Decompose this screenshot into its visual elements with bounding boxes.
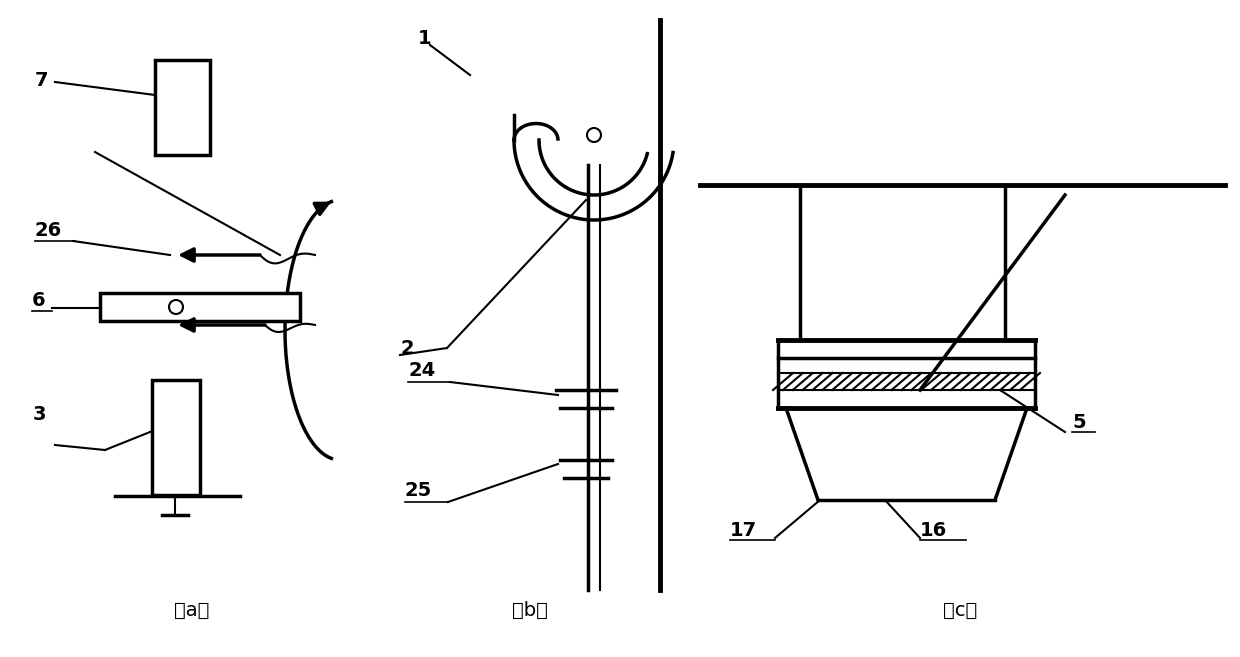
Text: 24: 24	[408, 361, 435, 380]
Text: （b）: （b）	[512, 600, 548, 620]
Circle shape	[169, 300, 184, 314]
Text: （c）: （c）	[942, 600, 977, 620]
Text: 2: 2	[401, 338, 414, 357]
Circle shape	[587, 128, 601, 142]
Bar	[100, 293, 300, 321]
Text: 6: 6	[32, 290, 46, 309]
Text: 5: 5	[1073, 413, 1086, 432]
Text: 17: 17	[730, 520, 758, 539]
Text: 1: 1	[418, 28, 432, 47]
Bar	[155, 60, 210, 155]
Text: 26: 26	[35, 221, 62, 240]
Text: 7: 7	[35, 70, 48, 89]
Text: 3: 3	[33, 405, 47, 424]
Text: （a）: （a）	[175, 600, 210, 620]
Bar	[153, 380, 200, 495]
Text: 25: 25	[405, 480, 433, 499]
Text: 16: 16	[920, 520, 947, 539]
